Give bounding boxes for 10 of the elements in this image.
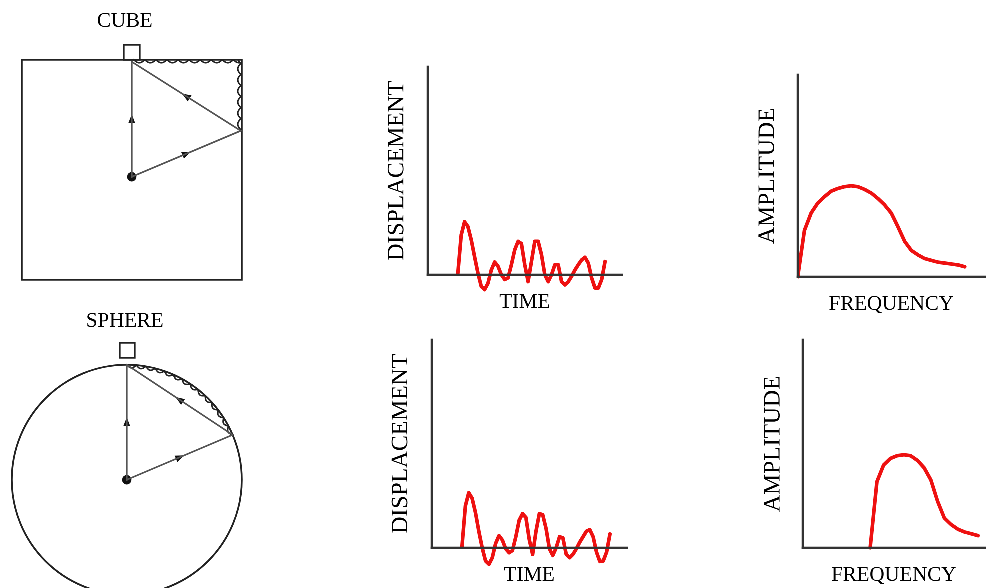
x-axis-title: TIME: [504, 567, 554, 582]
x-axis-title: FREQUENCY: [830, 296, 954, 314]
x-axis-title: FREQUENCY: [832, 567, 956, 584]
x-axis-title: TIME: [500, 294, 550, 308]
y-axis-title: AMPLITUDE: [764, 376, 780, 512]
y-axis-title: DISPLACEMENT: [388, 82, 404, 260]
y-axis-title: AMPLITUDE: [758, 108, 775, 244]
text: SPHERE: [88, 313, 163, 328]
y-axis-title: DISPLACEMENT: [392, 354, 408, 534]
text: CUBE: [98, 13, 152, 28]
